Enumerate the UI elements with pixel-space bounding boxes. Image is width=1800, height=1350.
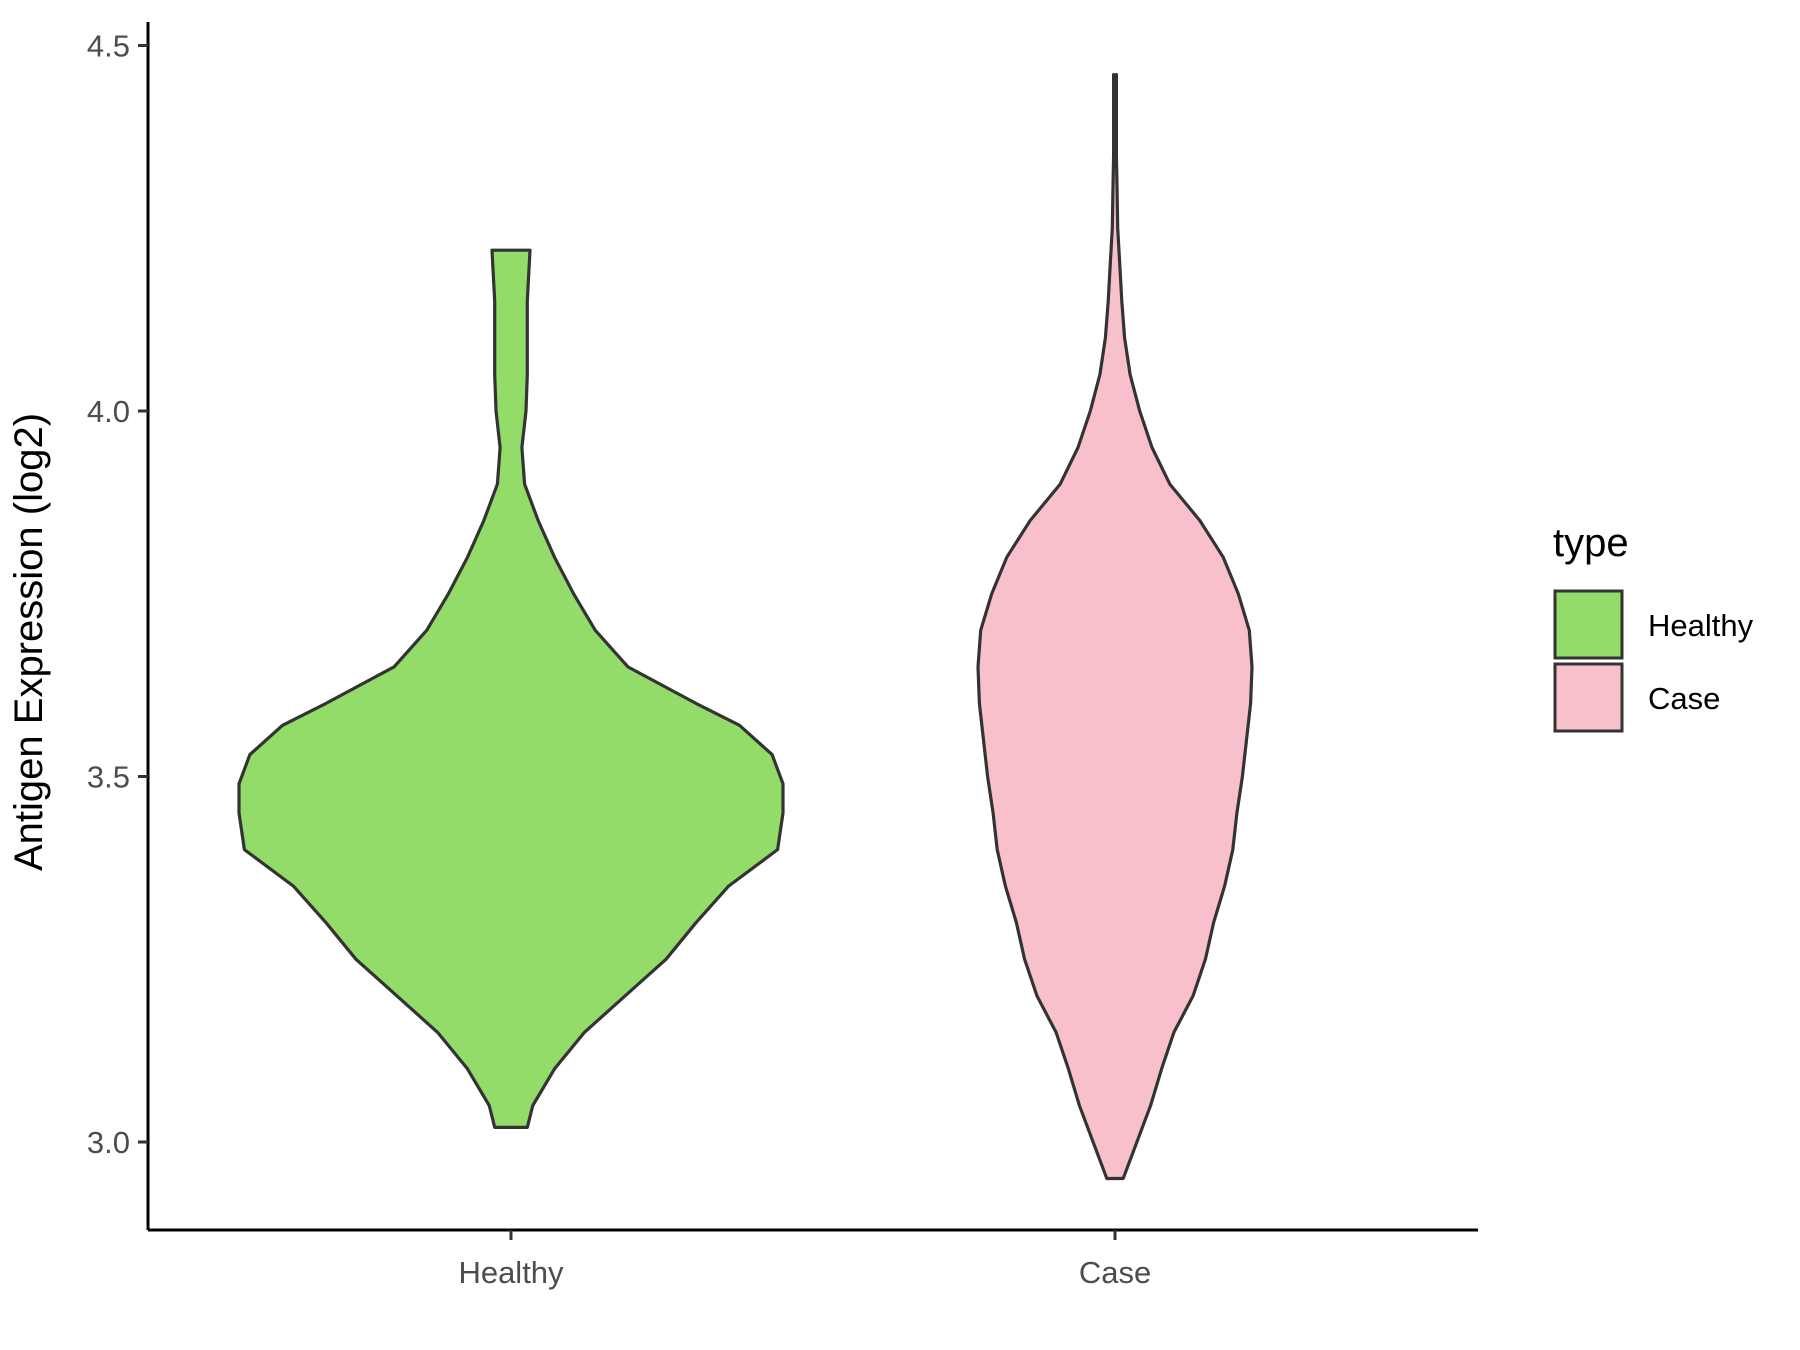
legend-key-healthy: [1553, 589, 1624, 660]
x-tick-label: Healthy: [458, 1255, 564, 1290]
legend-title: type: [1553, 521, 1629, 565]
legend: type Healthy Case: [1553, 521, 1754, 733]
x-tick-label: Case: [1079, 1255, 1151, 1290]
legend-key-case: [1553, 662, 1624, 733]
violin-healthy: [237, 248, 785, 1129]
y-tick-label: 3.5: [87, 760, 130, 795]
violin-case: [976, 73, 1254, 1181]
y-axis-title: Antigen Expression (log2): [7, 413, 51, 871]
y-tick-label: 3.0: [87, 1125, 130, 1160]
plot-area: [237, 73, 1254, 1181]
legend-label-case: Case: [1648, 681, 1720, 716]
axes: 3.0 3.5 4.0 4.5 Healthy Case: [87, 22, 1478, 1290]
y-tick-label: 4.0: [87, 394, 130, 429]
legend-label-healthy: Healthy: [1648, 608, 1754, 643]
y-tick-label: 4.5: [87, 29, 130, 64]
